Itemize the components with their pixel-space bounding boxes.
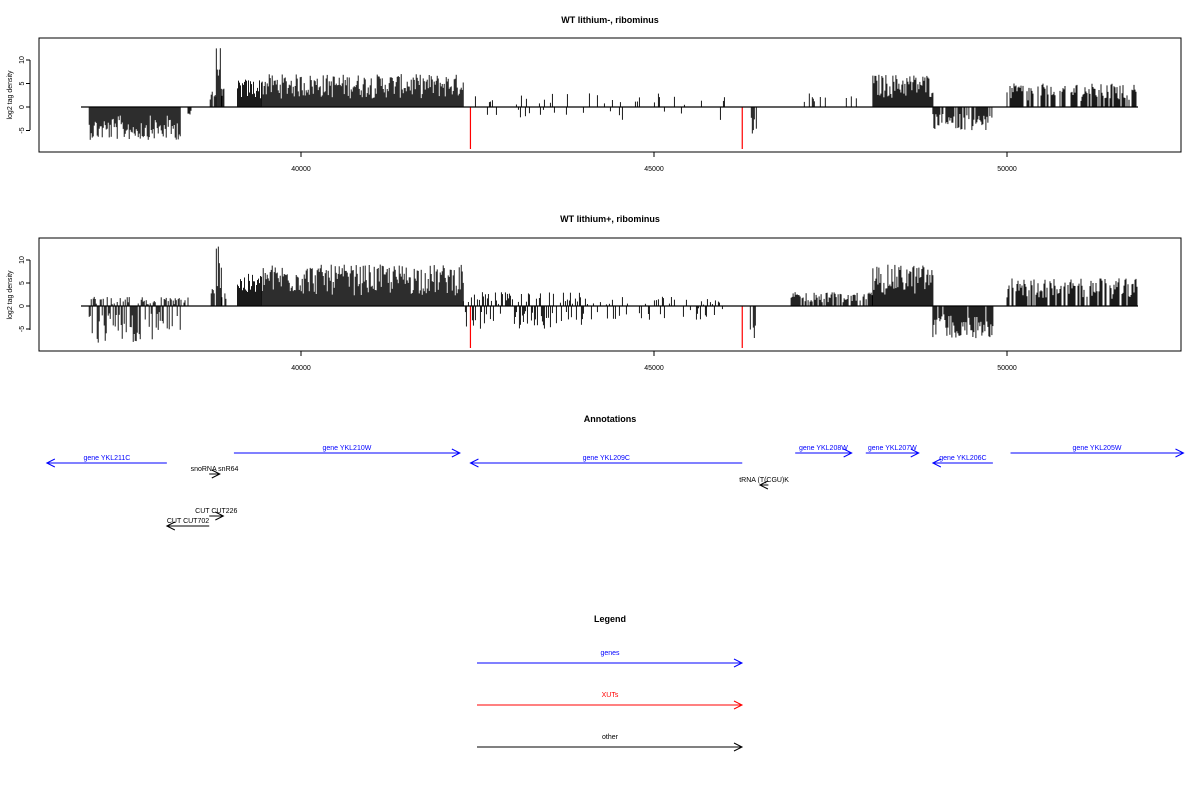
annotation-label: gene YKL209C [583, 455, 630, 462]
annotation-label: gene YKL211C [83, 455, 130, 462]
panel-lithium-minus: WT lithium-, ribominus log2 tag density … [7, 15, 1182, 173]
feature-arrow-head [215, 511, 225, 521]
legend-label: XUTs [602, 692, 619, 699]
gene-arrow-head [1175, 448, 1185, 458]
legend-arrow-head [733, 700, 744, 710]
annotation-label: gene YKL205W [1073, 445, 1122, 452]
gene-arrow-head [843, 448, 853, 458]
panel-1-yaxis: 10 5 0 -5 [19, 56, 31, 134]
feature-arrow-head [211, 469, 221, 479]
annotation-label: gene YKL208W [799, 445, 848, 452]
annotations-title: Annotations [584, 414, 637, 424]
panel-2-xtick-label: 40000 [291, 365, 311, 372]
panel-2-ytick-label: 5 [19, 281, 26, 285]
panel-2-bars [88, 246, 1138, 348]
annotation-features: gene YKL211C gene YKL210W gene YKL209C gene… [45, 445, 1185, 531]
legend-label: genes [600, 650, 620, 657]
panel-1-ytick-label: -5 [19, 127, 26, 133]
annotation-label: snoRNA snR64 [191, 466, 239, 473]
gene-arrow-head [469, 458, 479, 468]
legend-items: genes XUTs other [477, 650, 744, 752]
annotation-label: CUT CUT702 [167, 518, 209, 525]
panel-1-ytick-label: 5 [19, 81, 26, 85]
panel-2-xtick-label: 50000 [997, 365, 1017, 372]
legend-arrow-head [733, 742, 744, 752]
panel-2-ytick-label: 10 [19, 256, 26, 264]
panel-1-ylabel: log2 tag density [7, 70, 14, 120]
panel-1-frame [38, 37, 1182, 153]
feature-arrow-head [165, 521, 176, 531]
panel-2-yaxis: 10 5 0 -5 [19, 256, 31, 332]
panel-1-ytick-label: 0 [19, 105, 26, 109]
panel-lithium-plus: WT lithium+, ribominus log2 tag density … [7, 214, 1182, 372]
panel-2-xaxis: 40000 45000 50000 [291, 351, 1017, 372]
panel-2-xtick-label: 45000 [644, 365, 664, 372]
panel-2-title: WT lithium+, ribominus [560, 214, 660, 224]
panel-1-xtick-label: 40000 [291, 166, 311, 173]
annotation-label: CUT CUT226 [195, 508, 237, 515]
panel-1-xtick-label: 45000 [644, 166, 664, 173]
annotation-label: gene YKL207W [868, 445, 917, 452]
panel-2-ytick-label: -5 [19, 326, 26, 332]
gene-arrow-head [931, 458, 942, 468]
panel-1-title: WT lithium-, ribominus [561, 15, 659, 25]
panel-1-xtick-label: 50000 [997, 166, 1017, 173]
panel-2-ylabel: log2 tag density [7, 270, 14, 320]
annotation-label: tRNA (T(CGU)K [739, 477, 789, 484]
panel-2-frame [38, 237, 1182, 352]
annotation-label: gene YKL210W [322, 445, 371, 452]
panel-2-ytick-label: 0 [19, 304, 26, 308]
gene-arrow-head [45, 458, 56, 468]
feature-arrow-head [758, 480, 769, 490]
panel-1-xaxis: 40000 45000 50000 [291, 152, 1017, 173]
legend-title: Legend [594, 614, 626, 624]
legend-arrow-head [733, 658, 744, 668]
legend-label: other [602, 734, 619, 741]
panel-1-ytick-label: 10 [19, 56, 26, 64]
annotation-label: gene YKL206C [939, 455, 986, 462]
panel-1-bars [88, 48, 1137, 149]
gene-arrow-head [910, 448, 920, 458]
legend: Legend genes XUTs other [477, 614, 744, 752]
gene-arrow-head [451, 448, 461, 458]
